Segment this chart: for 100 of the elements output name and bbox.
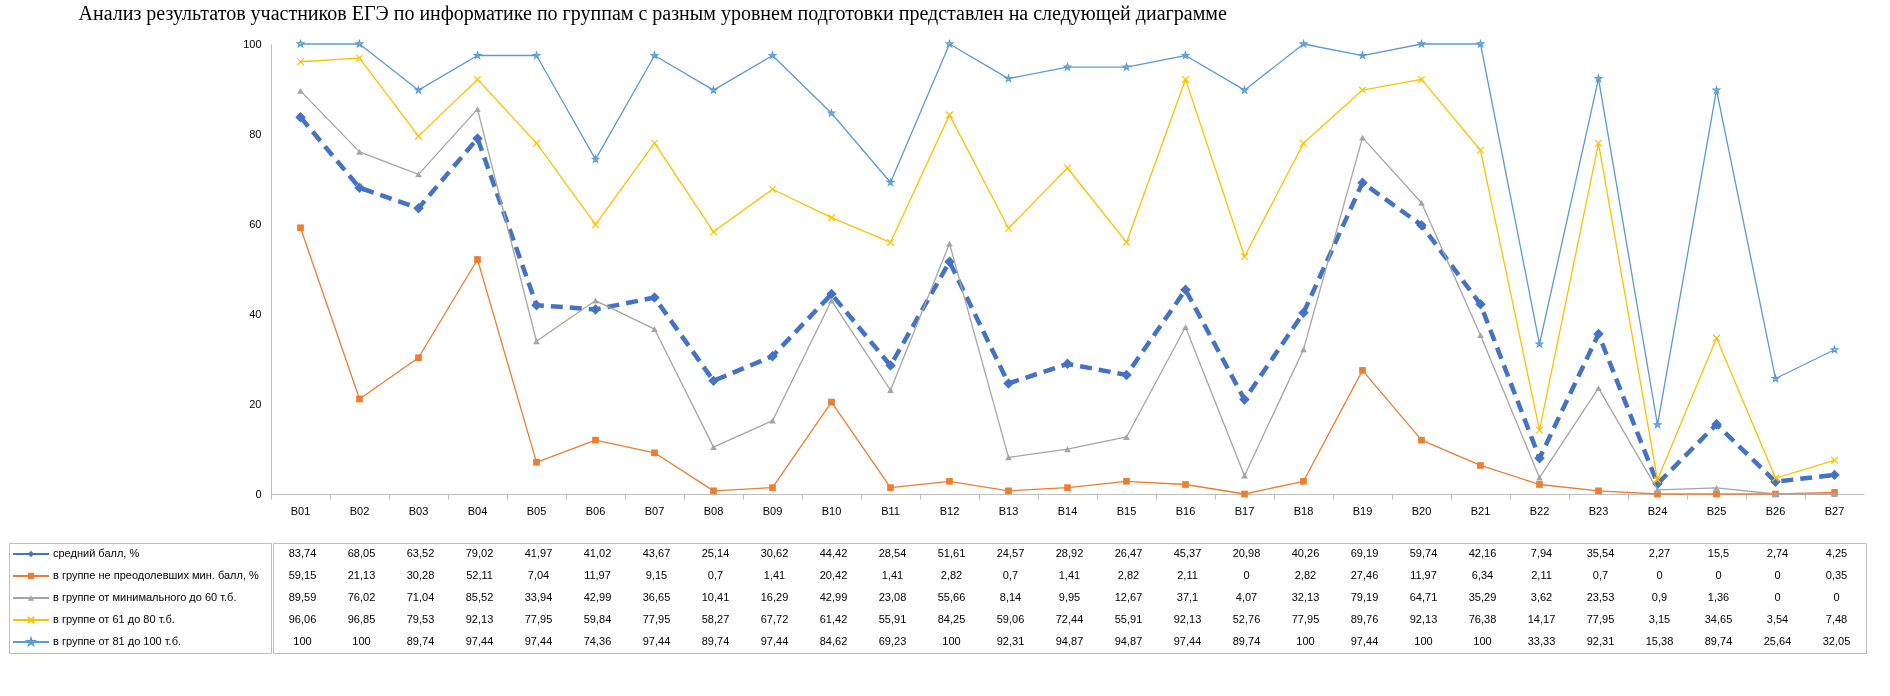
data-label: 0 [1656, 569, 1663, 581]
data-label: 4,25 [1825, 547, 1848, 559]
data-label: 72,44 [1055, 613, 1084, 625]
x-tick-label: B13 [998, 504, 1019, 517]
x-tick-label: B25 [1706, 504, 1727, 517]
data-label: 84,62 [819, 635, 848, 647]
data-label: 52,11 [466, 569, 493, 581]
data-label: 89,74 [1232, 635, 1261, 647]
data-label: 77,95 [1291, 613, 1320, 625]
data-label: 2,11 [1531, 569, 1552, 581]
x-tick-label: B01 [290, 504, 311, 517]
data-label: 16,29 [760, 591, 789, 603]
data-label: 0,7 [707, 569, 724, 581]
data-label: 52,76 [1232, 613, 1261, 625]
x-tick-label: B26 [1765, 504, 1786, 517]
data-label: 1,41 [881, 569, 904, 581]
data-label: 85,52 [465, 591, 494, 603]
data-label: 59,15 [288, 569, 317, 581]
data-label: 14,17 [1527, 613, 1556, 625]
data-label: 79,53 [406, 613, 435, 625]
x-tick-label: B06 [585, 504, 606, 517]
data-label: 42,99 [819, 591, 848, 603]
legend-label: в группе от 81 до 100 т.б. [53, 635, 181, 647]
data-label: 1,36 [1707, 591, 1730, 603]
data-label: 43,67 [642, 547, 671, 559]
x-tick-label: B21 [1470, 504, 1491, 517]
y-tick-label: 100 [243, 37, 262, 50]
data-label: 42,99 [583, 591, 612, 603]
x-tick-label: B16 [1175, 504, 1196, 517]
data-label: 8,14 [999, 591, 1022, 603]
data-label: 92,31 [996, 635, 1025, 647]
data-label: 20,42 [819, 569, 848, 581]
data-label: 100 [1414, 635, 1433, 647]
data-label: 89,74 [1704, 635, 1733, 647]
data-label: 96,85 [347, 613, 376, 625]
data-label: 92,13 [1409, 613, 1438, 625]
data-label: 97,44 [1173, 635, 1202, 647]
data-label: 61,42 [819, 613, 848, 625]
data-label: 0 [1243, 569, 1250, 581]
data-label: 2,82 [1117, 569, 1140, 581]
y-tick-label: 60 [249, 217, 262, 230]
data-label: 89,59 [288, 591, 317, 603]
data-label: 30,62 [760, 547, 789, 559]
data-label: 55,91 [878, 613, 907, 625]
data-label: 0,9 [1651, 591, 1668, 603]
data-label: 35,29 [1468, 591, 1497, 603]
legend-label: в группе от 61 до 80 т.б. [53, 613, 175, 625]
x-tick-label: B27 [1824, 504, 1845, 517]
x-tick-label: B23 [1588, 504, 1609, 517]
data-label: 63,52 [406, 547, 435, 559]
data-label: 67,72 [760, 613, 789, 625]
data-label: 7,48 [1825, 613, 1848, 625]
y-tick-label: 40 [249, 307, 262, 320]
data-label: 97,44 [1350, 635, 1379, 647]
data-label: 32,13 [1291, 591, 1320, 603]
chart-title: Анализ результатов участников ЕГЭ по информатике по группам с разным уровнем подготовки представлен на следующей диаграмме [78, 2, 1227, 25]
data-label: 2,74 [1766, 547, 1789, 559]
data-label: 59,74 [1409, 547, 1438, 559]
data-label: 36,65 [642, 591, 671, 603]
legend-label: средний балл, % [53, 547, 140, 559]
data-label: 24,57 [996, 547, 1025, 559]
data-label: 77,95 [1586, 613, 1615, 625]
x-tick-label: B15 [1116, 504, 1137, 517]
data-label: 55,66 [937, 591, 966, 603]
data-label: 59,06 [996, 613, 1025, 625]
data-label: 92,13 [1173, 613, 1202, 625]
data-label: 41,97 [524, 547, 553, 559]
data-label: 23,08 [878, 591, 907, 603]
x-tick-label: B24 [1647, 504, 1668, 517]
data-label: 97,44 [760, 635, 789, 647]
x-tick-label: B05 [526, 504, 547, 517]
data-label: 68,05 [347, 547, 376, 559]
data-label: 1,41 [763, 569, 786, 581]
data-label: 76,02 [347, 591, 376, 603]
data-label: 2,11 [1177, 569, 1198, 581]
data-label: 100 [352, 635, 371, 647]
data-label: 11,97 [1410, 569, 1437, 581]
data-label: 33,33 [1527, 635, 1556, 647]
data-label: 97,44 [642, 635, 671, 647]
data-label: 6,34 [1471, 569, 1494, 581]
x-tick-label: B17 [1234, 504, 1255, 517]
data-label: 45,37 [1173, 547, 1202, 559]
data-label: 3,62 [1530, 591, 1553, 603]
x-tick-label: B04 [467, 504, 488, 517]
data-label: 97,44 [465, 635, 494, 647]
data-label: 96,06 [288, 613, 317, 625]
y-tick-label: 0 [255, 487, 262, 500]
data-label: 71,04 [406, 591, 435, 603]
data-label: 9,15 [645, 569, 668, 581]
data-label: 100 [1296, 635, 1315, 647]
data-label: 28,92 [1055, 547, 1084, 559]
data-label: 23,53 [1586, 591, 1615, 603]
x-tick-label: B10 [821, 504, 842, 517]
data-label: 77,95 [642, 613, 671, 625]
data-label: 9,95 [1058, 591, 1081, 603]
data-label: 3,15 [1648, 613, 1671, 625]
x-tick-label: B14 [1057, 504, 1078, 517]
data-label: 79,19 [1350, 591, 1379, 603]
data-label: 89,76 [1350, 613, 1379, 625]
data-label: 7,94 [1530, 547, 1553, 559]
